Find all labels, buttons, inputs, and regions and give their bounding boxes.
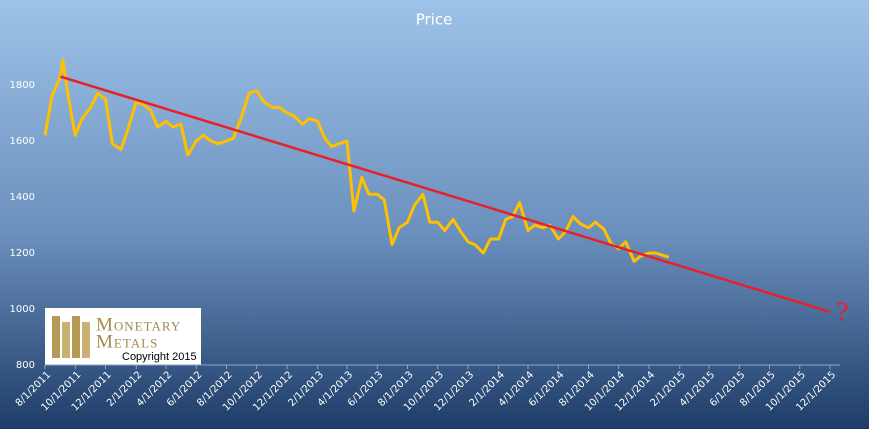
series-line [60, 75, 831, 313]
logo-icon [82, 322, 90, 358]
y-tick-label: 1000 [10, 304, 35, 315]
logo-icon [62, 322, 70, 358]
logo: Monetary Metals Copyright 2015 [45, 308, 201, 365]
y-tick-label: 1800 [10, 80, 35, 91]
annotation: ? [836, 298, 849, 326]
logo-text: Metals [96, 331, 158, 352]
y-tick-label: 1200 [10, 248, 35, 259]
logo-box [45, 308, 201, 365]
copyright: Copyright 2015 [122, 351, 197, 363]
chart-title: Price [416, 11, 453, 29]
y-tick-label: 1600 [10, 136, 35, 147]
y-tick-label: 800 [16, 360, 35, 371]
logo-text: Monetary [96, 314, 181, 335]
logo-icon [52, 316, 60, 358]
logo-icon [72, 316, 80, 358]
y-tick-label: 1400 [10, 192, 35, 203]
